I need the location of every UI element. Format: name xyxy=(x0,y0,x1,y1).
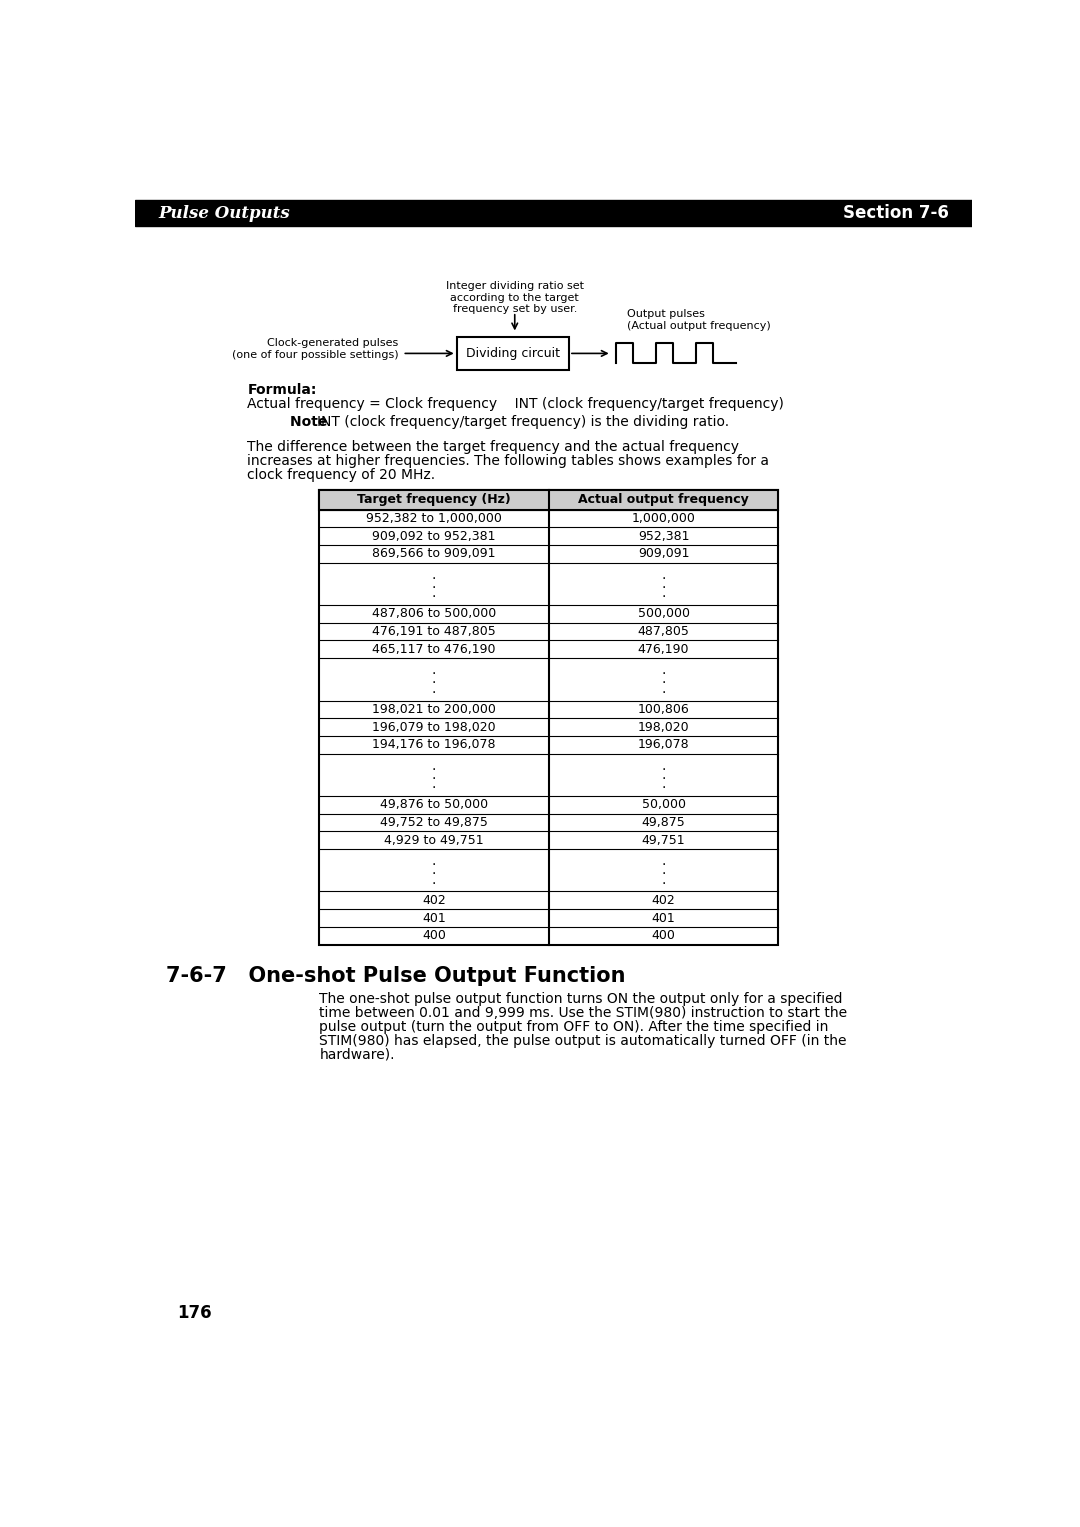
Text: .: . xyxy=(661,768,665,782)
Text: 476,191 to 487,805: 476,191 to 487,805 xyxy=(373,625,496,638)
Text: 500,000: 500,000 xyxy=(637,608,689,620)
Text: increases at higher frequencies. The following tables shows examples for a: increases at higher frequencies. The fol… xyxy=(247,454,769,469)
Text: STIM(980) has elapsed, the pulse output is automatically turned OFF (in the: STIM(980) has elapsed, the pulse output … xyxy=(320,1034,847,1048)
Text: 196,078: 196,078 xyxy=(637,738,689,751)
Text: clock frequency of 20 MHz.: clock frequency of 20 MHz. xyxy=(247,467,435,483)
Text: 194,176 to 196,078: 194,176 to 196,078 xyxy=(373,738,496,751)
Text: INT (clock frequency/target frequency) is the dividing ratio.: INT (clock frequency/target frequency) i… xyxy=(318,415,729,429)
Text: Target frequency (Hz): Target frequency (Hz) xyxy=(357,493,511,505)
Text: Pulse Outputs: Pulse Outputs xyxy=(159,205,291,221)
Text: 465,117 to 476,190: 465,117 to 476,190 xyxy=(373,643,496,655)
Bar xyxy=(135,200,972,206)
Text: 49,876 to 50,000: 49,876 to 50,000 xyxy=(380,799,488,811)
Text: .: . xyxy=(661,777,665,791)
Text: 1,000,000: 1,000,000 xyxy=(632,512,696,525)
Bar xyxy=(457,337,569,370)
Text: 198,020: 198,020 xyxy=(637,721,689,733)
Text: 402: 402 xyxy=(422,893,446,907)
Text: .: . xyxy=(432,672,436,686)
Text: .: . xyxy=(661,577,665,591)
Text: Clock-generated pulses
(one of four possible settings): Clock-generated pulses (one of four poss… xyxy=(232,337,399,359)
Text: 100,806: 100,806 xyxy=(637,702,689,716)
Bar xyxy=(320,490,779,945)
Text: time between 0.01 and 9,999 ms. Use the STIM(980) instruction to start the: time between 0.01 and 9,999 ms. Use the … xyxy=(320,1006,848,1020)
Text: The one-shot pulse output function turns ON the output only for a specified: The one-shot pulse output function turns… xyxy=(320,993,843,1006)
Text: .: . xyxy=(432,586,436,600)
Text: .: . xyxy=(432,568,436,582)
Text: .: . xyxy=(661,672,665,686)
Text: .: . xyxy=(661,759,665,773)
Text: 400: 400 xyxy=(422,930,446,942)
Text: .: . xyxy=(432,854,436,867)
Text: .: . xyxy=(661,863,665,878)
Text: Section 7-6: Section 7-6 xyxy=(842,205,948,223)
Text: 487,805: 487,805 xyxy=(637,625,689,638)
Text: Integer dividing ratio set
according to the target
frequency set by user.: Integer dividing ratio set according to … xyxy=(446,281,584,315)
Text: .: . xyxy=(661,586,665,600)
Text: pulse output (turn the output from OFF to ON). After the time specified in: pulse output (turn the output from OFF t… xyxy=(320,1020,828,1034)
Text: 476,190: 476,190 xyxy=(638,643,689,655)
Text: Output pulses
(Actual output frequency): Output pulses (Actual output frequency) xyxy=(627,310,771,331)
Text: 909,092 to 952,381: 909,092 to 952,381 xyxy=(373,530,496,542)
Text: .: . xyxy=(432,768,436,782)
Text: 49,752 to 49,875: 49,752 to 49,875 xyxy=(380,815,488,829)
Text: .: . xyxy=(432,663,436,676)
Text: Note: Note xyxy=(291,415,333,429)
Text: .: . xyxy=(661,681,665,696)
Text: 402: 402 xyxy=(651,893,675,907)
Text: 909,091: 909,091 xyxy=(638,547,689,560)
Text: Formula:: Formula: xyxy=(247,383,316,397)
Text: .: . xyxy=(432,872,436,887)
Text: .: . xyxy=(661,872,665,887)
Text: 176: 176 xyxy=(177,1304,213,1322)
Text: 400: 400 xyxy=(651,930,675,942)
Text: Actual frequency = Clock frequency    INT (clock frequency/target frequency): Actual frequency = Clock frequency INT (… xyxy=(247,397,784,411)
Text: .: . xyxy=(432,681,436,696)
Text: 487,806 to 500,000: 487,806 to 500,000 xyxy=(372,608,497,620)
Bar xyxy=(320,490,779,510)
Text: .: . xyxy=(432,777,436,791)
Text: hardware).: hardware). xyxy=(320,1048,395,1061)
Text: 49,875: 49,875 xyxy=(642,815,686,829)
Text: 401: 401 xyxy=(651,912,675,924)
Text: 50,000: 50,000 xyxy=(642,799,686,811)
Text: 196,079 to 198,020: 196,079 to 198,020 xyxy=(373,721,496,733)
Text: 952,381: 952,381 xyxy=(638,530,689,542)
Text: .: . xyxy=(432,863,436,878)
Text: .: . xyxy=(661,663,665,676)
Text: The difference between the target frequency and the actual frequency: The difference between the target freque… xyxy=(247,440,740,454)
Text: 7-6-7   One-shot Pulse Output Function: 7-6-7 One-shot Pulse Output Function xyxy=(166,967,625,986)
Text: .: . xyxy=(432,759,436,773)
Bar xyxy=(135,221,972,226)
Text: .: . xyxy=(661,568,665,582)
Text: Actual output frequency: Actual output frequency xyxy=(578,493,748,505)
Text: .: . xyxy=(661,854,665,867)
Text: 198,021 to 200,000: 198,021 to 200,000 xyxy=(373,702,496,716)
Text: 49,751: 49,751 xyxy=(642,834,686,847)
Text: .: . xyxy=(432,577,436,591)
Text: 952,382 to 1,000,000: 952,382 to 1,000,000 xyxy=(366,512,502,525)
Text: 869,566 to 909,091: 869,566 to 909,091 xyxy=(373,547,496,560)
Text: 401: 401 xyxy=(422,912,446,924)
Text: Dividing circuit: Dividing circuit xyxy=(465,347,559,360)
Text: 4,929 to 49,751: 4,929 to 49,751 xyxy=(384,834,484,847)
Bar xyxy=(135,206,972,221)
